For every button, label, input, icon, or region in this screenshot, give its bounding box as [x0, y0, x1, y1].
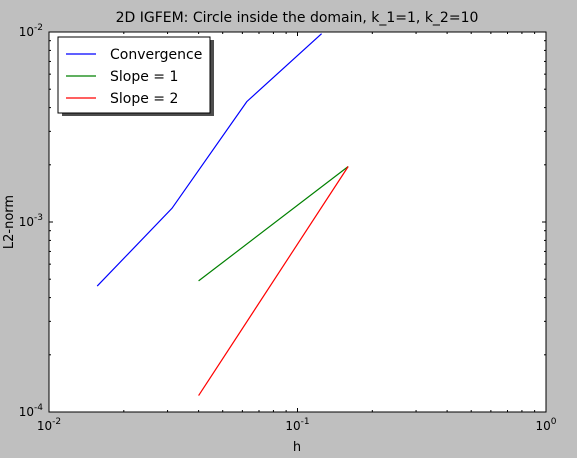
- chart-title: 2D IGFEM: Circle inside the domain, k_1=…: [116, 10, 479, 26]
- y-tick-label: 10-3: [19, 213, 43, 229]
- series-lines: [96, 33, 349, 396]
- legend-box: [57, 36, 211, 114]
- legend-label: Convergence: [110, 47, 202, 63]
- x-tick-label: 10-1: [285, 417, 309, 433]
- legend-label: Slope = 2: [110, 91, 178, 107]
- x-axis-label: h: [293, 440, 301, 455]
- legend: Convergence Slope = 1 Slope = 2: [57, 36, 214, 116]
- series-line-slope-1: [198, 166, 349, 282]
- axis-ticks: 10-2 10-1 100 10-4 10-3 10-2: [19, 23, 557, 433]
- y-tick-label: 10-4: [19, 403, 44, 419]
- legend-label: Slope = 1: [110, 69, 178, 85]
- y-axis-label: L2-norm: [2, 195, 17, 249]
- plot-frame: [48, 31, 547, 413]
- series-line-slope-2: [198, 166, 349, 396]
- x-tick-label: 100: [535, 417, 556, 433]
- x-tick-label: 10-2: [37, 417, 61, 433]
- y-tick-label: 10-2: [19, 23, 43, 39]
- series-line-convergence: [96, 33, 323, 287]
